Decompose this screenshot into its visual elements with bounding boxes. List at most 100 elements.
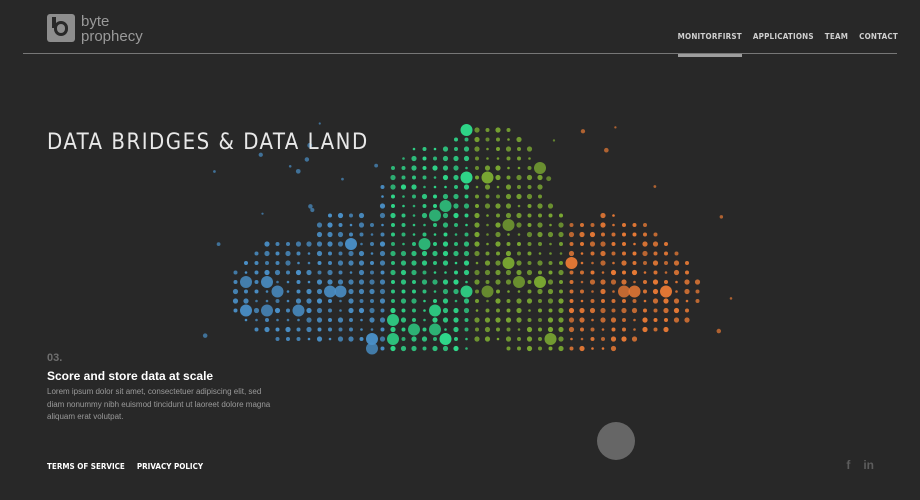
cloud-dot: [444, 271, 447, 274]
cloud-dot: [348, 307, 354, 314]
cloud-dot: [306, 269, 312, 276]
cloud-dot: [496, 147, 500, 151]
cloud-dot: [506, 327, 511, 332]
cloud-dot: [548, 346, 553, 351]
cloud-dot: [621, 307, 627, 314]
cloud-dot: [580, 327, 584, 332]
cloud-dot: [276, 280, 279, 284]
cloud-dot: [527, 289, 532, 294]
cloud-dot: [402, 204, 405, 208]
nav-item-contact[interactable]: CONTACT: [859, 32, 898, 41]
cloud-dot: [589, 307, 596, 314]
cloud-dot: [338, 327, 343, 332]
nav-item-applications[interactable]: APPLICATIONS: [752, 32, 814, 41]
cloud-dot: [442, 155, 449, 162]
cloud-dot: [475, 175, 479, 180]
cloud-dot: [507, 233, 510, 236]
cloud-dot: [328, 213, 332, 218]
cloud-dot: [548, 308, 553, 313]
cloud-dot: [401, 289, 406, 294]
cloud-dot: [517, 166, 521, 170]
cloud-dot: [275, 299, 280, 303]
cloud-dot: [401, 175, 406, 180]
cloud-dot: [526, 345, 533, 352]
cloud-dot: [442, 317, 449, 323]
cloud-dot: [604, 147, 609, 153]
cloud-dot: [622, 223, 626, 227]
cloud-dot: [327, 279, 333, 285]
cloud-dot: [387, 314, 399, 326]
cloud-dot: [558, 307, 564, 314]
cloud-dot: [631, 269, 638, 276]
cloud-dot: [600, 288, 606, 295]
cloud-dot: [439, 200, 452, 212]
cloud-dot: [485, 280, 490, 284]
cloud-dot: [485, 194, 490, 199]
cloud-dot: [538, 318, 542, 322]
cloud-dot: [569, 280, 574, 284]
cloud-dot: [370, 223, 374, 227]
cloud-dot: [474, 279, 480, 285]
cloud-dot: [418, 238, 431, 250]
cloud-dot: [621, 336, 627, 342]
nav-item-monitorfirst[interactable]: MONITORFIRST: [677, 32, 743, 57]
cloud-dot: [400, 345, 407, 352]
cloud-dot: [486, 242, 489, 246]
cloud-dot: [454, 223, 458, 227]
cloud-dot: [423, 223, 426, 227]
cloud-dot: [369, 288, 375, 295]
cloud-dot: [642, 250, 648, 257]
cloud-dot: [380, 346, 385, 351]
cloud-dot: [558, 317, 564, 323]
cloud-dot: [537, 231, 543, 238]
cloud-dot: [454, 299, 458, 303]
cloud-dot: [243, 298, 249, 304]
cloud-dot: [663, 307, 669, 314]
logo[interactable]: byte prophecy: [47, 14, 143, 44]
cloud-dot: [663, 298, 669, 304]
cloud-dot: [316, 298, 323, 304]
privacy-link[interactable]: PRIVACY POLICY: [136, 462, 204, 471]
section-title: Score and store data at scale: [47, 369, 214, 383]
cloud-dot: [370, 328, 374, 331]
cloud-dot: [348, 250, 354, 257]
cloud-dot: [337, 260, 344, 266]
cloud-dot: [324, 285, 336, 298]
nav-item-team[interactable]: TEAM: [824, 32, 849, 41]
cloud-dot: [527, 185, 532, 189]
cloud-dot: [317, 261, 322, 265]
cloud-dot: [565, 257, 578, 269]
cloud-dot: [495, 269, 501, 276]
cloud-dot: [600, 250, 606, 257]
scroll-button[interactable]: [597, 422, 635, 460]
cloud-dot: [484, 165, 491, 171]
cloud-dot: [374, 163, 379, 168]
cloud-dot: [274, 269, 281, 276]
cloud-dot: [433, 261, 437, 265]
cloud-dot: [580, 242, 584, 246]
cloud-dot: [379, 298, 386, 304]
cloud-dot: [547, 203, 554, 209]
cloud-dot: [408, 323, 420, 336]
cloud-dot: [453, 279, 459, 285]
cloud-dot: [568, 317, 575, 323]
logo-line-2: prophecy: [81, 28, 143, 45]
cloud-dot: [652, 298, 659, 304]
cloud-dot: [495, 174, 501, 181]
linkedin-icon[interactable]: in: [863, 458, 874, 472]
terms-link[interactable]: TERMS OF SERVICE: [47, 462, 125, 471]
facebook-icon[interactable]: f: [846, 458, 851, 472]
cloud-dot: [618, 285, 630, 298]
cloud-dot: [475, 309, 479, 312]
cloud-dot: [442, 212, 449, 219]
logo-line-1: byte: [81, 13, 110, 30]
cloud-dot: [381, 223, 384, 227]
cloud-dot: [390, 326, 396, 333]
cloud-dot: [486, 214, 489, 217]
cloud-dot: [505, 279, 512, 285]
cloud-dot: [611, 327, 616, 332]
cloud-dot: [360, 242, 363, 246]
cloud-dot: [338, 251, 343, 256]
cloud-dot: [496, 289, 500, 294]
cloud-dot: [505, 184, 512, 190]
